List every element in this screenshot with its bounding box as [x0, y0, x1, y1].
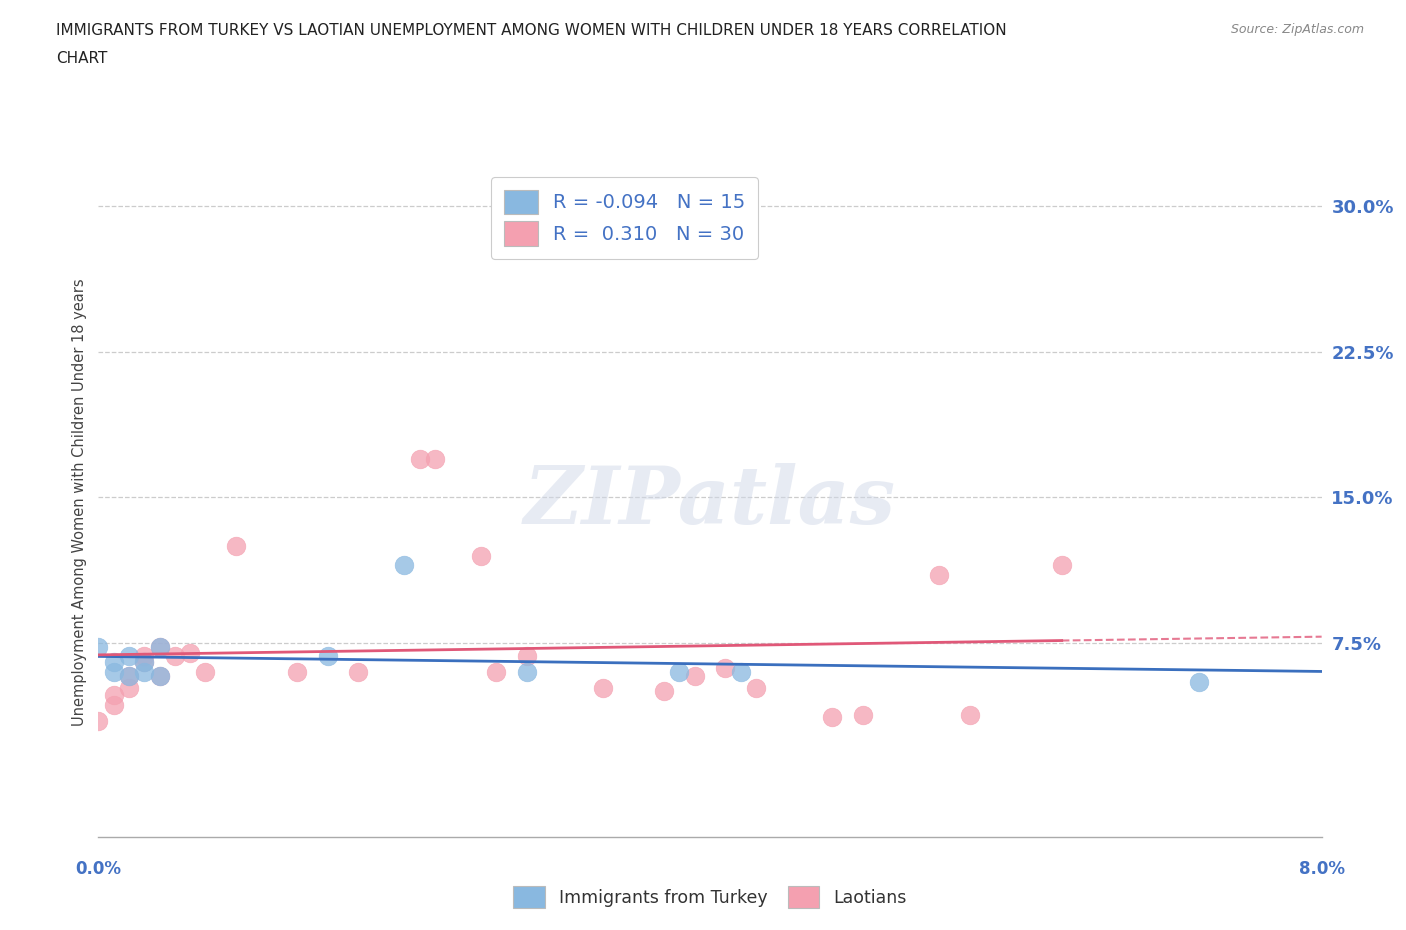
Point [852, 708, 875, 723]
Text: CHART: CHART [56, 51, 108, 66]
Point [103, 688, 125, 703]
Point [485, 665, 508, 680]
Legend: Immigrants from Turkey, Laotians: Immigrants from Turkey, Laotians [506, 879, 914, 915]
Text: IMMIGRANTS FROM TURKEY VS LAOTIAN UNEMPLOYMENT AMONG WOMEN WITH CHILDREN UNDER 1: IMMIGRANTS FROM TURKEY VS LAOTIAN UNEMPL… [56, 23, 1007, 38]
Point [149, 639, 172, 654]
Point [821, 710, 844, 724]
Text: Source: ZipAtlas.com: Source: ZipAtlas.com [1230, 23, 1364, 36]
Point [316, 649, 339, 664]
Text: 8.0%: 8.0% [1299, 860, 1344, 878]
Point [134, 655, 156, 670]
Point [516, 649, 538, 664]
Point [163, 649, 186, 664]
Point [87, 713, 110, 728]
Point [134, 665, 156, 680]
Point [714, 660, 737, 675]
Point [592, 680, 614, 695]
Point [225, 538, 247, 553]
Point [118, 680, 141, 695]
Point [959, 708, 981, 723]
Y-axis label: Unemployment Among Women with Children Under 18 years: Unemployment Among Women with Children U… [72, 278, 87, 726]
Point [392, 558, 416, 573]
Point [194, 665, 217, 680]
Point [87, 639, 110, 654]
Point [683, 669, 706, 684]
Point [470, 548, 492, 563]
Point [118, 649, 141, 664]
Point [285, 665, 308, 680]
Point [516, 665, 538, 680]
Point [745, 680, 768, 695]
Point [652, 684, 675, 698]
Text: ZIPatlas: ZIPatlas [524, 463, 896, 541]
Point [103, 655, 125, 670]
Point [134, 655, 156, 670]
Point [1188, 674, 1211, 689]
Point [149, 639, 172, 654]
Point [103, 698, 125, 712]
Point [118, 669, 141, 684]
Point [423, 451, 446, 466]
Point [103, 665, 125, 680]
Point [730, 665, 752, 680]
Point [118, 669, 141, 684]
Point [149, 669, 172, 684]
Point [179, 645, 201, 660]
Point [928, 567, 950, 582]
Point [668, 665, 690, 680]
Point [408, 451, 430, 466]
Point [134, 649, 156, 664]
Point [347, 665, 370, 680]
Point [1050, 558, 1073, 573]
Point [149, 669, 172, 684]
Text: 0.0%: 0.0% [76, 860, 121, 878]
